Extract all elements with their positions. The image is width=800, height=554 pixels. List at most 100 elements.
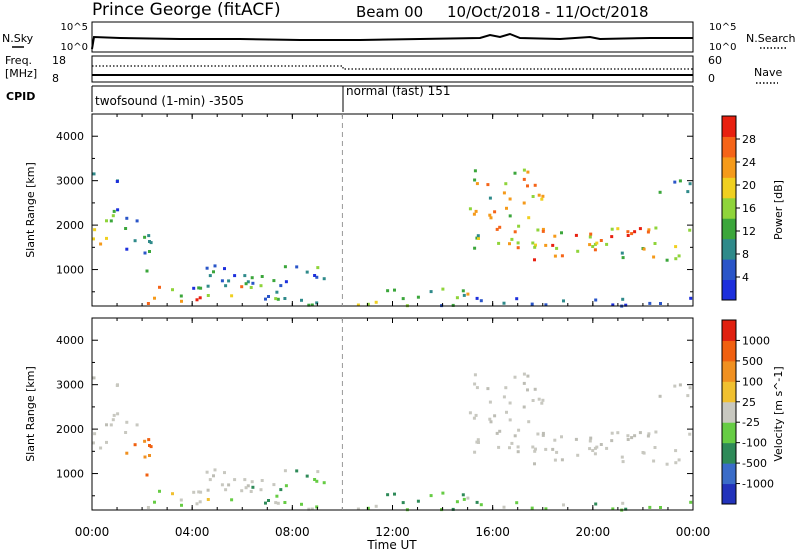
echo-cell <box>688 432 692 436</box>
echo-cell <box>498 429 502 433</box>
echo-cell <box>260 479 264 482</box>
echo-cell <box>192 490 196 494</box>
echo-cell <box>208 478 212 482</box>
echo-cell <box>626 234 630 237</box>
echo-cell <box>513 171 517 175</box>
echo-cell <box>416 295 420 299</box>
echo-cell <box>522 177 526 181</box>
echo-cell <box>462 293 466 297</box>
echo-cell <box>386 493 390 497</box>
echo-cell <box>488 196 492 200</box>
echo-cell <box>553 458 557 462</box>
echo-cell <box>530 506 534 510</box>
echo-cell <box>105 440 108 444</box>
echo-cell <box>659 506 662 509</box>
echo-cell <box>654 226 658 230</box>
colorbar-tick-label: 20 <box>742 179 756 192</box>
echo-cell <box>593 452 597 456</box>
echo-cell <box>99 242 103 246</box>
y-tick-label: 4000 <box>56 334 84 347</box>
echo-cell <box>109 423 113 427</box>
echo-cell <box>605 242 609 246</box>
echo-cell <box>534 243 537 247</box>
echo-cell <box>517 224 521 228</box>
echo-cell <box>276 297 280 301</box>
colorbar-tick-label: 500 <box>742 355 763 368</box>
echo-cell <box>283 265 287 269</box>
echo-cell <box>502 505 506 509</box>
echo-cell <box>124 431 128 434</box>
echo-cell <box>677 458 681 462</box>
colorbar-tick-label: -100 <box>742 437 767 450</box>
echo-cell <box>648 301 652 305</box>
echo-cell <box>145 473 149 477</box>
echo-cell <box>624 303 628 307</box>
echo-cell <box>251 485 255 489</box>
echo-cell <box>658 394 662 398</box>
echo-cell <box>149 445 153 449</box>
echo-cell <box>116 208 120 212</box>
x-tick-label: 16:00 <box>475 525 510 539</box>
time-tick-labels: 00:00 04:00 08:00 12:00 16:00 20:00 00:00 <box>75 525 711 539</box>
colorbar-segment <box>722 463 736 485</box>
echo-cell <box>316 470 320 474</box>
time-axis-label: Time UT <box>366 538 417 552</box>
echo-cell <box>595 445 599 449</box>
echo-cell <box>455 500 459 504</box>
echo-cell <box>307 507 311 511</box>
echo-cell <box>125 247 129 251</box>
echo-cell <box>674 245 678 249</box>
x-tick-label: 20:00 <box>576 525 611 539</box>
echo-cell <box>111 214 115 218</box>
echo-cell <box>534 447 537 451</box>
echo-cell <box>199 286 203 290</box>
echo-cell <box>553 234 557 238</box>
beam-label: Beam 00 <box>356 3 423 21</box>
station-title: Prince George (fitACF) <box>92 0 281 20</box>
echo-cell <box>250 276 254 280</box>
echo-cell <box>264 297 267 301</box>
echo-cell <box>576 249 580 253</box>
echo-cell <box>475 440 479 444</box>
freq-label-2: [MHz] <box>5 67 37 80</box>
echo-cell <box>279 284 283 288</box>
echo-cell <box>530 302 534 306</box>
echo-cell <box>505 410 508 414</box>
echo-cell <box>493 414 497 418</box>
echo-cell <box>148 454 151 457</box>
echo-cell <box>624 507 628 511</box>
nsearch-tick-bottom: 10^0 <box>709 42 736 53</box>
echo-cell <box>626 230 630 234</box>
echo-cell <box>621 460 625 464</box>
echo-cell <box>197 490 201 494</box>
echo-cell <box>315 479 319 483</box>
echo-cell <box>593 248 597 252</box>
echo-cell <box>595 241 599 245</box>
echo-cell <box>249 490 253 493</box>
echo-cell <box>689 500 693 504</box>
echo-cell <box>267 295 270 298</box>
echo-cell <box>531 241 535 245</box>
echo-cell <box>522 201 526 205</box>
echo-cell <box>610 431 614 435</box>
echo-cell <box>267 499 270 502</box>
echo-cell <box>686 190 690 194</box>
echo-cell <box>477 237 480 240</box>
freq-tick-bottom: 8 <box>52 72 59 85</box>
colorbar-segment <box>722 483 736 505</box>
echo-cell <box>195 298 199 302</box>
echo-cell <box>284 280 288 284</box>
colorbar-frame <box>721 319 737 505</box>
echo-cell <box>305 270 309 274</box>
echo-cell <box>243 478 247 482</box>
echo-cell <box>536 228 540 232</box>
echo-cell <box>283 297 287 300</box>
echo-cell <box>259 488 263 492</box>
echo-cell <box>508 197 512 201</box>
echo-cell <box>541 194 545 198</box>
echo-cell <box>588 243 592 247</box>
echo-cell <box>251 281 255 285</box>
freq-tick-top: 18 <box>52 54 66 67</box>
echo-cell <box>527 216 531 220</box>
echo-cell <box>560 231 563 235</box>
